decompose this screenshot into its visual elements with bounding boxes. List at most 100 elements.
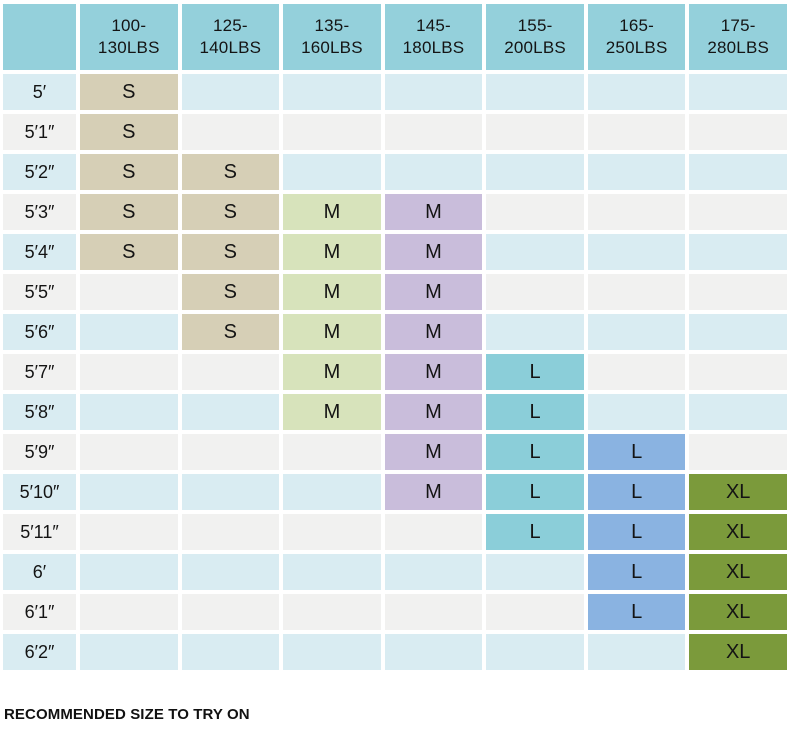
size-cell: S bbox=[80, 114, 178, 150]
empty-cell bbox=[689, 114, 787, 150]
weight-range-line2: 180LBS bbox=[402, 38, 465, 57]
empty-cell bbox=[283, 554, 381, 590]
empty-cell bbox=[587, 394, 686, 430]
empty-cell bbox=[689, 274, 787, 310]
height-label-cell: 6′2″ bbox=[3, 634, 76, 670]
empty-cell bbox=[587, 634, 686, 670]
empty-cell bbox=[181, 394, 280, 430]
empty-cell bbox=[181, 114, 280, 150]
height-label-cell: 5′6″ bbox=[3, 314, 76, 350]
empty-cell bbox=[181, 74, 280, 110]
empty-cell bbox=[486, 274, 584, 310]
weight-range-line2: 140LBS bbox=[199, 38, 262, 57]
empty-cell bbox=[80, 474, 178, 510]
empty-cell bbox=[80, 314, 178, 350]
size-cell: S bbox=[181, 314, 280, 350]
empty-cell bbox=[689, 354, 787, 390]
height-label-cell: 5′7″ bbox=[3, 354, 76, 390]
weight-range-line1: 165- bbox=[619, 15, 655, 35]
size-cell: L bbox=[587, 514, 686, 550]
size-cell: M bbox=[384, 474, 483, 510]
weight-header-cell: 100- 130LBS bbox=[80, 4, 178, 70]
empty-cell bbox=[689, 194, 787, 230]
weight-range-line1: 155- bbox=[517, 15, 553, 35]
empty-cell bbox=[80, 634, 178, 670]
empty-cell bbox=[80, 394, 178, 430]
weight-range-line2: 160LBS bbox=[301, 38, 363, 57]
empty-cell bbox=[181, 354, 280, 390]
size-cell: M bbox=[283, 314, 381, 350]
empty-cell bbox=[486, 554, 584, 590]
size-cell: XL bbox=[689, 474, 787, 510]
height-label-cell: 5′4″ bbox=[3, 234, 76, 270]
height-label-cell: 5′9″ bbox=[3, 434, 76, 470]
size-cell: M bbox=[384, 394, 483, 430]
empty-cell bbox=[384, 594, 483, 630]
header-corner-cell bbox=[3, 4, 76, 70]
empty-cell bbox=[181, 474, 280, 510]
size-cell: S bbox=[80, 194, 178, 230]
size-cell: S bbox=[181, 154, 280, 190]
empty-cell bbox=[283, 634, 381, 670]
empty-cell bbox=[587, 234, 686, 270]
weight-range-line2: 200LBS bbox=[504, 38, 566, 57]
empty-cell bbox=[80, 434, 178, 470]
empty-cell bbox=[384, 554, 483, 590]
empty-cell bbox=[181, 594, 280, 630]
empty-cell bbox=[80, 274, 178, 310]
size-cell: XL bbox=[689, 554, 787, 590]
empty-cell bbox=[689, 434, 787, 470]
empty-cell bbox=[283, 154, 381, 190]
empty-cell bbox=[283, 114, 381, 150]
weight-range-line1: 135- bbox=[314, 15, 350, 35]
height-label-cell: 5′10″ bbox=[3, 474, 76, 510]
empty-cell bbox=[181, 634, 280, 670]
weight-header-cell: 165- 250LBS bbox=[587, 4, 686, 70]
size-cell: M bbox=[384, 354, 483, 390]
weight-range-line1: 100- bbox=[111, 15, 147, 35]
weight-range-line1: 125- bbox=[212, 15, 248, 35]
size-cell: M bbox=[384, 314, 483, 350]
weight-header-cell: 155- 200LBS bbox=[486, 4, 584, 70]
weight-header-cell: 125- 140LBS bbox=[181, 4, 280, 70]
size-cell: M bbox=[283, 274, 381, 310]
weight-header-cell: 175- 280LBS bbox=[689, 4, 787, 70]
height-label-cell: 5′2″ bbox=[3, 154, 76, 190]
empty-cell bbox=[283, 434, 381, 470]
size-cell: M bbox=[283, 354, 381, 390]
size-cell: M bbox=[384, 434, 483, 470]
empty-cell bbox=[587, 74, 686, 110]
size-cell: L bbox=[486, 474, 584, 510]
empty-cell bbox=[689, 154, 787, 190]
size-cell: M bbox=[384, 274, 483, 310]
empty-cell bbox=[486, 114, 584, 150]
height-label-cell: 6′ bbox=[3, 554, 76, 590]
empty-cell bbox=[486, 234, 584, 270]
empty-cell bbox=[689, 314, 787, 350]
empty-cell bbox=[80, 594, 178, 630]
size-cell: M bbox=[283, 394, 381, 430]
size-cell: L bbox=[486, 434, 584, 470]
weight-range-line1: 145- bbox=[416, 15, 451, 35]
empty-cell bbox=[283, 74, 381, 110]
height-label-cell: 5′8″ bbox=[3, 394, 76, 430]
size-chart-table: 100- 130LBS 125- 140LBS 135- 160LBS 145- 180LBS… bbox=[3, 4, 787, 670]
size-cell: M bbox=[384, 234, 483, 270]
empty-cell bbox=[689, 394, 787, 430]
height-label-cell: 5′5″ bbox=[3, 274, 76, 310]
empty-cell bbox=[486, 314, 584, 350]
size-cell: S bbox=[80, 74, 178, 110]
empty-cell bbox=[384, 74, 483, 110]
empty-cell bbox=[587, 314, 686, 350]
height-label-cell: 5′11″ bbox=[3, 514, 76, 550]
empty-cell bbox=[486, 154, 584, 190]
size-cell: S bbox=[181, 234, 280, 270]
size-cell: L bbox=[587, 594, 686, 630]
chart-caption: RECOMMENDED SIZE TO TRY ON bbox=[4, 706, 250, 723]
empty-cell bbox=[181, 434, 280, 470]
size-cell: S bbox=[181, 194, 280, 230]
weight-header-cell: 145- 180LBS bbox=[384, 4, 483, 70]
empty-cell bbox=[486, 634, 584, 670]
weight-header-cell: 135- 160LBS bbox=[283, 4, 381, 70]
